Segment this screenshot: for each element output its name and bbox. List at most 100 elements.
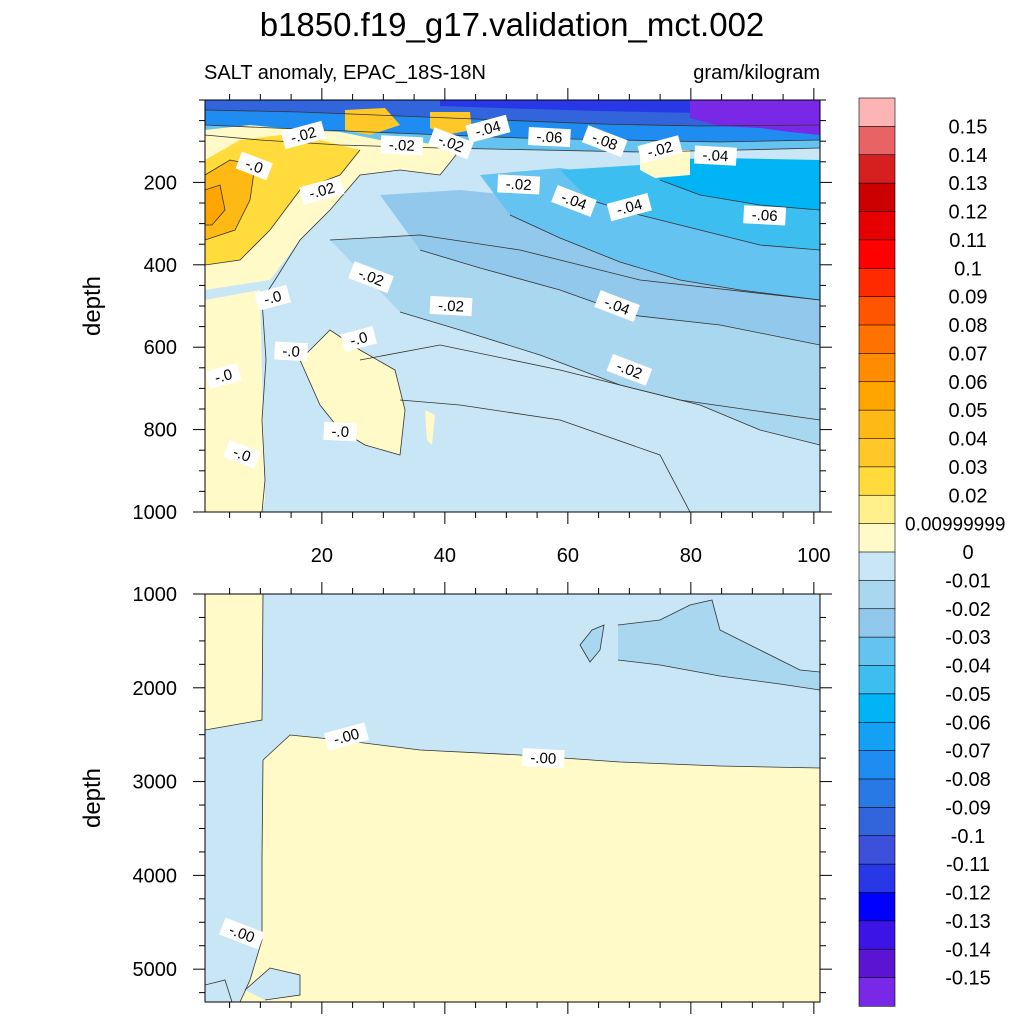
colorbar-label: -0.08 <box>945 769 991 791</box>
upper-contour-label: -.02 <box>280 120 327 150</box>
lower-contour-label: -.00 <box>323 722 370 751</box>
colorbar-swatch <box>858 494 896 525</box>
upper-contour-label: -.0 <box>274 341 309 362</box>
upper-contour-label-bg <box>465 114 511 143</box>
upper-contour-label-bg <box>527 126 571 148</box>
upper-contour-label-text: -.04 <box>615 196 644 219</box>
upper-contour-label-bg <box>280 120 327 150</box>
lower-contour-labels: -.00-.00-.00 <box>219 722 565 950</box>
upper-contour-label-bg <box>274 341 309 362</box>
colorbar-swatch <box>858 721 896 752</box>
colorbar-swatch <box>858 807 896 837</box>
colorbar-label: -0.11 <box>946 854 990 876</box>
upper-panel: -.02 -.02 -.02-.04 -.06 -.08 -.02 -.04-.0-.02-… <box>79 88 832 567</box>
colorbar-label: -0.09 <box>945 797 991 819</box>
lower-y-tick-label: 1000 <box>133 584 178 606</box>
colorbar-swatch <box>858 381 896 411</box>
upper-contour-label: -.0 <box>340 325 378 352</box>
upper-contour-label-text: -.06 <box>751 207 778 225</box>
upper-contour-label-text: -.02 <box>388 137 415 155</box>
upper-contour-label-bg <box>694 145 737 166</box>
upper-contour-label-text: -.02 <box>289 124 318 147</box>
upper-y-tick-label: 400 <box>144 255 177 277</box>
upper-contour-label-bg <box>637 135 683 164</box>
colorbar-swatch <box>858 863 896 894</box>
upper-contour-label-bg <box>348 261 394 294</box>
upper-contour-label-text: -.02 <box>438 297 465 315</box>
upper-contour-label-bg <box>299 176 345 205</box>
upper-contour-label-text: -.0 <box>348 329 369 350</box>
colorbar-label: -0.15 <box>945 968 991 990</box>
colorbar-label: 0.04 <box>949 429 988 451</box>
colorbar-swatch <box>858 778 896 808</box>
colorbar-label: -0.13 <box>945 911 991 933</box>
colorbar-swatch <box>858 126 896 156</box>
colorbar-label: 0.00999999 <box>905 515 1005 536</box>
lower-y-tick-label: 4000 <box>133 865 178 887</box>
colorbar-label: -0.1 <box>951 826 985 848</box>
upper-contour-label-text: -.0 <box>282 343 300 361</box>
colorbar-label: 0.1 <box>954 258 982 280</box>
upper-contour-label: -.06 <box>527 126 571 148</box>
upper-contour-label-text: -.02 <box>505 176 532 194</box>
colorbar-label: 0.13 <box>949 173 988 195</box>
colorbar-label: 0.09 <box>949 287 988 309</box>
upper-contour-label-bg <box>497 174 541 195</box>
upper-contour-label-text: -.02 <box>307 180 336 203</box>
upper-contour-label-bg <box>323 421 358 442</box>
colorbar-swatch <box>858 750 896 780</box>
upper-contour-label-bg <box>380 135 424 156</box>
lower-contour-label-bg <box>323 722 370 751</box>
colorbar-label: -0.03 <box>945 627 991 649</box>
upper-contour-label: -.0 <box>254 284 291 311</box>
upper-contour-label-bg <box>223 440 261 469</box>
colorbar-label: -0.05 <box>945 684 991 706</box>
colorbar-label: -0.04 <box>945 656 991 678</box>
lower-y-tick-label: 5000 <box>133 959 178 981</box>
upper-contour-label: -.04 <box>694 145 737 166</box>
colorbar-swatch <box>858 182 896 213</box>
colorbar-label: 0.03 <box>949 457 988 479</box>
upper-y-tick-label: 1000 <box>133 502 178 524</box>
colorbar-swatch <box>858 438 896 468</box>
lower-contour-label-bg <box>521 748 565 769</box>
lower-contour-fill <box>205 594 820 1002</box>
colorbar-swatch <box>858 580 896 610</box>
upper-contour-label-bg <box>428 127 474 160</box>
lower-plot-frame <box>204 593 821 1003</box>
lower-contour-label-bg <box>219 917 265 950</box>
colorbar-label: 0.05 <box>949 400 988 422</box>
upper-contour-label: -.04 <box>465 114 511 143</box>
upper-contour-label-text: -.0 <box>243 155 265 177</box>
colorbar-label: 0.14 <box>949 145 988 167</box>
upper-contour-label: -.02 <box>429 295 473 317</box>
upper-y-tick-label: 200 <box>144 172 177 194</box>
colorbar-swatch <box>858 636 896 667</box>
upper-contour-label-bg <box>254 284 291 311</box>
colorbar-label: -0.01 <box>945 570 991 592</box>
colorbar-swatch <box>858 466 896 496</box>
colorbar-label: -0.14 <box>945 939 991 961</box>
colorbar-label: 0.06 <box>949 372 988 394</box>
upper-contour-label-bg <box>340 325 378 352</box>
upper-contour-label-bg <box>581 125 628 158</box>
figure-title: b1850.f19_g17.validation_mct.002 <box>259 6 765 43</box>
upper-contour-label-text: -.0 <box>230 444 252 466</box>
colorbar-label: 0.08 <box>949 315 988 337</box>
colorbar-swatch <box>858 267 896 298</box>
colorbar-swatch <box>858 892 896 922</box>
upper-contour-label: -.0 <box>235 151 273 181</box>
upper-contour-label-text: -.04 <box>702 147 729 165</box>
colorbar-swatch <box>858 551 896 581</box>
upper-contour-label: -.0 <box>323 421 358 442</box>
lower-y-axis-label: depth <box>79 768 106 828</box>
upper-x-tick-label: 20 <box>311 545 333 567</box>
colorbar-swatch <box>858 353 896 383</box>
colorbar-label: 0.12 <box>949 202 988 224</box>
upper-contour-label-bg <box>594 290 640 322</box>
colorbar-swatch <box>858 608 896 638</box>
upper-contour-label-text: -.0 <box>262 288 283 309</box>
colorbar-swatch <box>858 296 896 326</box>
